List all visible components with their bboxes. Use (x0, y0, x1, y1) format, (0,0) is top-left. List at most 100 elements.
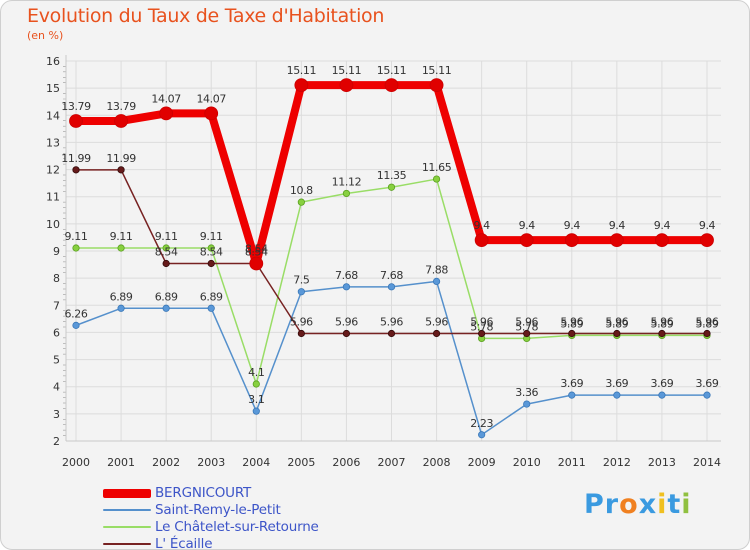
data-point-le-chatelet-sur-retourne (72, 244, 80, 252)
legend-label-saint-remy-le-petit: Saint-Remy-le-Petit (155, 502, 281, 518)
x-tick-label: 2001 (107, 456, 135, 469)
data-label-bergnicourt: 15.11 (287, 64, 317, 77)
data-point-l-ecaille (162, 259, 170, 268)
data-label-saint-remy-le-petit: 7.68 (380, 269, 403, 282)
logo-letter: t (667, 489, 682, 520)
data-label-bergnicourt: 14.07 (151, 92, 181, 105)
y-tick-label: 14 (46, 109, 60, 122)
x-tick-label: 2006 (332, 456, 360, 469)
data-label-bergnicourt: 15.11 (422, 64, 452, 77)
data-point-l-ecaille (478, 329, 486, 338)
data-point-le-chatelet-sur-retourne (342, 189, 351, 198)
data-point-saint-remy-le-petit (387, 283, 396, 291)
data-point-bergnicourt (474, 233, 489, 248)
data-point-l-ecaille (568, 329, 576, 338)
data-label-le-chatelet-sur-retourne: 5.89 (650, 317, 673, 330)
data-point-saint-remy-le-petit (523, 400, 531, 408)
x-tick-label: 2008 (423, 456, 451, 469)
y-tick-label: 13 (46, 136, 60, 149)
data-point-l-ecaille (432, 329, 441, 338)
data-label-l-ecaille: 8.54 (245, 245, 268, 258)
data-label-saint-remy-le-petit: 6.89 (155, 290, 178, 303)
data-label-bergnicourt: 9.4 (654, 219, 671, 232)
data-point-le-chatelet-sur-retourne (387, 183, 396, 191)
data-point-bergnicourt (429, 78, 444, 93)
legend-label-bergnicourt: BERGNICOURT (155, 485, 252, 501)
data-label-l-ecaille: 5.96 (380, 316, 403, 329)
data-label-l-ecaille: 5.96 (696, 316, 719, 329)
data-point-le-chatelet-sur-retourne (297, 198, 305, 206)
y-tick-label: 7 (53, 299, 60, 312)
y-tick-label: 9 (53, 245, 60, 258)
data-point-saint-remy-le-petit (207, 304, 215, 312)
data-label-l-ecaille: 5.96 (560, 316, 583, 329)
data-point-le-chatelet-sur-retourne (432, 175, 441, 183)
data-label-l-ecaille: 5.96 (650, 316, 673, 329)
y-tick-label: 8 (53, 272, 60, 285)
data-point-l-ecaille (207, 259, 215, 268)
data-point-saint-remy-le-petit (342, 283, 351, 291)
x-tick-label: 2007 (378, 456, 406, 469)
data-label-l-ecaille: 5.96 (335, 316, 358, 329)
logo-letter: r (604, 489, 620, 520)
data-label-le-chatelet-sur-retourne: 5.78 (515, 320, 538, 333)
data-point-bergnicourt (519, 233, 534, 248)
data-label-saint-remy-le-petit: 3.1 (248, 393, 264, 406)
x-tick-label: 2000 (62, 456, 90, 469)
data-point-l-ecaille (72, 166, 80, 174)
data-label-le-chatelet-sur-retourne: 9.11 (155, 230, 178, 243)
data-label-saint-remy-le-petit: 7.68 (335, 269, 358, 282)
logo-letter: o (619, 489, 639, 520)
data-label-saint-remy-le-petit: 3.69 (605, 377, 628, 390)
data-label-bergnicourt: 9.4 (473, 219, 490, 232)
data-point-saint-remy-le-petit (252, 407, 260, 415)
data-label-saint-remy-le-petit: 6.89 (200, 290, 223, 303)
data-label-l-ecaille: 5.96 (515, 316, 538, 329)
data-point-l-ecaille (297, 329, 305, 338)
data-label-saint-remy-le-petit: 7.88 (425, 263, 448, 276)
data-label-le-chatelet-sur-retourne: 4.1 (248, 366, 264, 379)
x-tick-label: 2010 (513, 456, 541, 469)
data-point-bergnicourt (655, 233, 669, 248)
data-label-l-ecaille: 5.96 (425, 316, 448, 329)
data-point-l-ecaille (117, 166, 125, 174)
data-point-bergnicourt (294, 78, 309, 93)
legend-label-le-chatelet-sur-retourne: Le Châtelet-sur-Retourne (155, 519, 319, 535)
data-label-saint-remy-le-petit: 3.36 (515, 386, 538, 399)
data-label-saint-remy-le-petit: 6.26 (65, 307, 88, 320)
y-tick-label: 5 (53, 354, 60, 367)
data-point-le-chatelet-sur-retourne (252, 380, 260, 388)
data-point-bergnicourt (564, 233, 579, 248)
legend-swatch-bergnicourt (103, 489, 151, 498)
y-tick-label: 4 (53, 381, 60, 394)
chart-unit-label: (en %) (27, 29, 64, 42)
data-label-saint-remy-le-petit: 6.89 (110, 290, 133, 303)
data-point-bergnicourt (114, 114, 128, 128)
data-point-l-ecaille (613, 329, 621, 338)
data-label-bergnicourt: 8.54 (245, 242, 268, 255)
y-tick-label: 3 (53, 408, 60, 421)
logo-letter: i (657, 489, 668, 520)
data-point-saint-remy-le-petit (658, 391, 666, 399)
data-label-bergnicourt: 15.11 (377, 64, 407, 77)
data-point-l-ecaille (387, 329, 396, 338)
data-point-saint-remy-le-petit (703, 391, 711, 399)
x-tick-label: 2013 (648, 456, 676, 469)
data-label-bergnicourt: 13.79 (61, 100, 91, 113)
legend-swatch-saint-remy-le-petit (103, 509, 151, 511)
x-tick-label: 2012 (603, 456, 631, 469)
data-label-le-chatelet-sur-retourne: 9.11 (200, 230, 223, 243)
data-label-bergnicourt: 9.4 (609, 219, 626, 232)
legend-swatch-l-ecaille (103, 543, 151, 545)
data-label-l-ecaille: 8.54 (155, 245, 178, 258)
data-label-le-chatelet-sur-retourne: 5.89 (696, 317, 719, 330)
data-point-l-ecaille (658, 329, 666, 338)
data-point-saint-remy-le-petit (432, 277, 441, 285)
data-point-bergnicourt (609, 233, 624, 248)
data-label-l-ecaille: 5.96 (470, 316, 493, 329)
chart-title: Evolution du Taux de Taxe d'Habitation (27, 5, 385, 27)
data-point-bergnicourt (69, 114, 83, 128)
data-point-bergnicourt (159, 106, 174, 121)
x-tick-label: 2005 (287, 456, 315, 469)
